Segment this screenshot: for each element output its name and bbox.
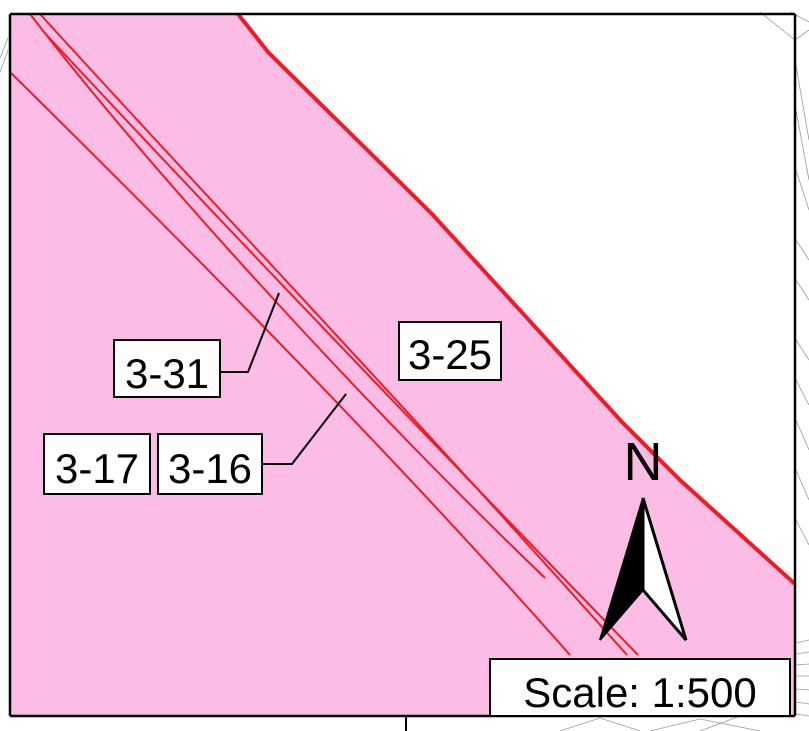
boundary-3-31-left	[29, 13, 546, 579]
parcel-label-3-16[interactable]: 3-16	[157, 433, 263, 495]
parcel-label-3-31[interactable]: 3-31	[113, 339, 221, 398]
north-arrow-label: N	[624, 432, 663, 492]
scale-box: Scale: 1:500	[489, 658, 791, 717]
parcel-label-3-17-text: 3-17	[55, 445, 139, 492]
boundary-3-31-right	[41, 29, 639, 656]
parcel-label-3-31-text: 3-31	[125, 350, 209, 397]
north-arrow: N	[599, 432, 688, 641]
boundary-3-16	[39, 13, 628, 656]
north-arrow-right-half	[641, 497, 688, 641]
parcel-label-3-16-text: 3-16	[168, 445, 252, 492]
parcel-label-3-17[interactable]: 3-17	[43, 433, 151, 495]
leader-3-16	[262, 393, 347, 465]
parcel-label-3-25[interactable]: 3-25	[398, 321, 502, 381]
scale-text: Scale: 1:500	[523, 669, 757, 716]
boundary-upper-right	[236, 12, 797, 586]
label-leaders	[219, 292, 347, 465]
leader-3-31	[219, 292, 280, 373]
parcel-boundaries	[9, 12, 797, 656]
boundary-3-17	[9, 71, 571, 656]
parcel-label-3-25-text: 3-25	[408, 331, 492, 378]
